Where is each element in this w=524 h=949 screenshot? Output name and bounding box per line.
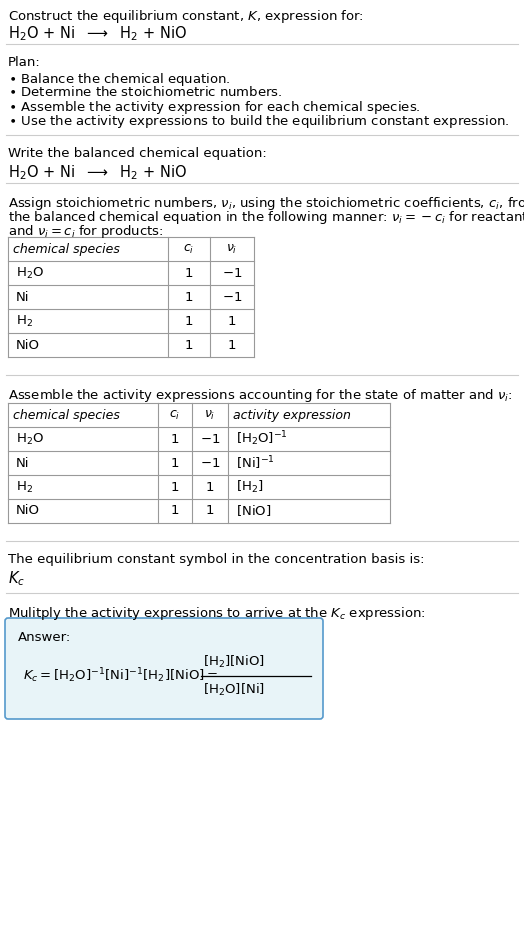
Text: NiO: NiO [16, 505, 40, 517]
Text: Assemble the activity expressions accounting for the state of matter and $\nu_i$: Assemble the activity expressions accoun… [8, 387, 512, 404]
Text: Ni: Ni [16, 456, 29, 470]
Text: $\mathrm{H_2O}$: $\mathrm{H_2O}$ [16, 432, 44, 447]
Text: Answer:: Answer: [18, 631, 71, 644]
Text: $[\mathrm{NiO}]$: $[\mathrm{NiO}]$ [236, 504, 271, 518]
Text: $\bullet$ Use the activity expressions to build the equilibrium constant express: $\bullet$ Use the activity expressions t… [8, 113, 509, 130]
Text: $[\mathrm{H_2O}]^{-1}$: $[\mathrm{H_2O}]^{-1}$ [236, 430, 288, 448]
Text: 1: 1 [171, 480, 179, 493]
Text: $K_c = [\mathrm{H_2O}]^{-1}[\mathrm{Ni}]^{-1}[\mathrm{H_2}][\mathrm{NiO}] = $: $K_c = [\mathrm{H_2O}]^{-1}[\mathrm{Ni}]… [23, 666, 218, 685]
Text: $K_c$: $K_c$ [8, 569, 25, 587]
Text: $-1$: $-1$ [222, 290, 242, 304]
Text: $\mathrm{H_2O}$: $\mathrm{H_2O}$ [16, 266, 44, 281]
Text: $c_i$: $c_i$ [183, 242, 194, 255]
Text: $-1$: $-1$ [222, 267, 242, 280]
Text: 1: 1 [171, 456, 179, 470]
Text: $-1$: $-1$ [200, 433, 220, 445]
Text: $\mathrm{H_2}$: $\mathrm{H_2}$ [16, 479, 33, 494]
Text: $\bullet$ Balance the chemical equation.: $\bullet$ Balance the chemical equation. [8, 71, 231, 88]
Text: $\mathrm{H_2}$: $\mathrm{H_2}$ [16, 313, 33, 328]
FancyBboxPatch shape [5, 618, 323, 719]
Text: $[\mathrm{H_2}]$: $[\mathrm{H_2}]$ [236, 479, 264, 495]
Text: the balanced chemical equation in the following manner: $\nu_i = -c_i$ for react: the balanced chemical equation in the fo… [8, 209, 524, 226]
Text: $\bullet$ Assemble the activity expression for each chemical species.: $\bullet$ Assemble the activity expressi… [8, 99, 421, 116]
Text: $\nu_i$: $\nu_i$ [226, 242, 238, 255]
Text: The equilibrium constant symbol in the concentration basis is:: The equilibrium constant symbol in the c… [8, 553, 424, 566]
Text: $-1$: $-1$ [200, 456, 220, 470]
Text: 1: 1 [185, 267, 193, 280]
Text: 1: 1 [185, 290, 193, 304]
Text: $\nu_i$: $\nu_i$ [204, 408, 216, 421]
Text: 1: 1 [228, 339, 236, 351]
Text: 1: 1 [228, 314, 236, 327]
Text: $[\mathrm{H_2}][\mathrm{NiO}]$: $[\mathrm{H_2}][\mathrm{NiO}]$ [203, 654, 265, 670]
Text: $[\mathrm{Ni}]^{-1}$: $[\mathrm{Ni}]^{-1}$ [236, 455, 275, 472]
Text: $[\mathrm{H_2O}][\mathrm{Ni}]$: $[\mathrm{H_2O}][\mathrm{Ni}]$ [203, 682, 265, 698]
Text: 1: 1 [171, 505, 179, 517]
Text: Assign stoichiometric numbers, $\nu_i$, using the stoichiometric coefficients, $: Assign stoichiometric numbers, $\nu_i$, … [8, 195, 524, 212]
Text: Ni: Ni [16, 290, 29, 304]
Text: chemical species: chemical species [13, 408, 120, 421]
Text: 1: 1 [185, 339, 193, 351]
Text: chemical species: chemical species [13, 243, 120, 255]
Text: $\mathrm{H_2O}$ + Ni  $\longrightarrow$  $\mathrm{H_2}$ + NiO: $\mathrm{H_2O}$ + Ni $\longrightarrow$ $… [8, 163, 187, 181]
Text: 1: 1 [206, 505, 214, 517]
Text: Write the balanced chemical equation:: Write the balanced chemical equation: [8, 147, 267, 160]
Text: $\mathrm{H_2O}$ + Ni  $\longrightarrow$  $\mathrm{H_2}$ + NiO: $\mathrm{H_2O}$ + Ni $\longrightarrow$ $… [8, 24, 187, 43]
Text: 1: 1 [206, 480, 214, 493]
Text: NiO: NiO [16, 339, 40, 351]
Text: Plan:: Plan: [8, 56, 41, 69]
Text: $c_i$: $c_i$ [169, 408, 181, 421]
Text: $\bullet$ Determine the stoichiometric numbers.: $\bullet$ Determine the stoichiometric n… [8, 85, 282, 99]
Text: 1: 1 [171, 433, 179, 445]
Text: Construct the equilibrium constant, $K$, expression for:: Construct the equilibrium constant, $K$,… [8, 8, 364, 25]
Text: and $\nu_i = c_i$ for products:: and $\nu_i = c_i$ for products: [8, 223, 163, 240]
Text: Mulitply the activity expressions to arrive at the $K_c$ expression:: Mulitply the activity expressions to arr… [8, 605, 426, 622]
Text: 1: 1 [185, 314, 193, 327]
Text: activity expression: activity expression [233, 408, 351, 421]
